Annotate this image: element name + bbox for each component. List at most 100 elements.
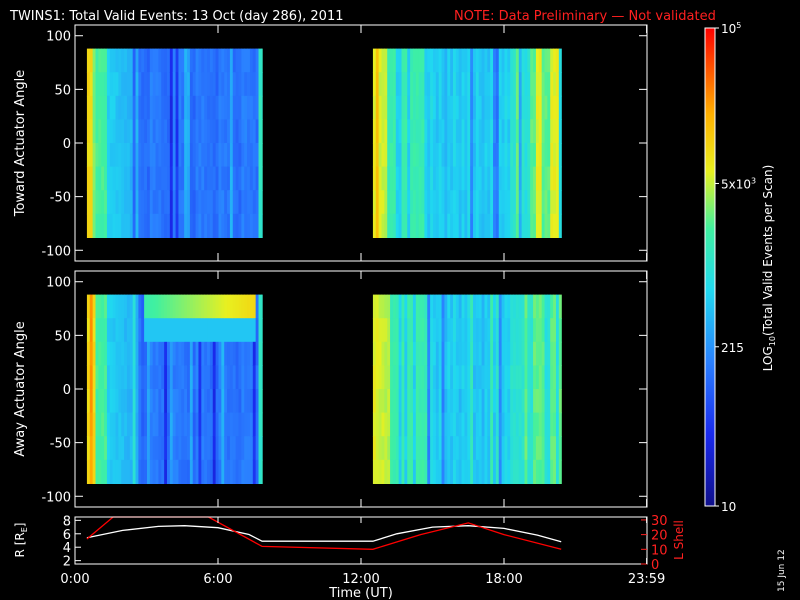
away-heat-cell [215, 412, 220, 437]
toward-heat-cell [415, 72, 420, 97]
away-heat-cell [518, 365, 523, 390]
toward-heat-cell [421, 166, 425, 191]
toward-heat-cell [261, 143, 263, 168]
away-heat-cell [109, 459, 114, 484]
toward-heat-cell [378, 48, 383, 73]
away-heat-cell [547, 294, 551, 319]
toward-heat-cell [410, 119, 414, 144]
toward-heat-cell [401, 119, 405, 144]
away-heat-cell [392, 341, 397, 366]
toward-heat-cell [447, 48, 451, 73]
toward-heat-cell [155, 190, 160, 215]
toward-heat-cell [146, 72, 151, 97]
toward-heat-cell [115, 213, 119, 238]
toward-heat-cell [504, 190, 508, 215]
toward-heat-cell [527, 190, 531, 215]
toward-heat-cell [121, 119, 125, 144]
toward-heat-cell [430, 213, 434, 238]
away-heat-cell [412, 412, 417, 437]
toward-heat-cell [181, 143, 185, 168]
away-heat-cell [527, 341, 531, 366]
toward-heat-cell [470, 95, 474, 120]
away-heat-cell [521, 294, 526, 319]
toward-heat-cell [444, 119, 448, 144]
toward-heat-cell [204, 166, 208, 191]
away-heat-cell [404, 341, 408, 366]
away-heat-cell [390, 459, 394, 484]
away-heat-cell [470, 318, 474, 343]
toward-heat-cell [381, 143, 385, 168]
toward-heat-cell [541, 72, 546, 97]
away-heat-cell [555, 341, 560, 366]
away-heat-cell [249, 459, 254, 484]
away-heat-cell [538, 341, 543, 366]
toward-heat-cell [418, 95, 423, 120]
toward-heat-cell [255, 48, 260, 73]
away-heat-cell [155, 412, 160, 437]
toward-heat-cell [401, 72, 405, 97]
toward-heat-cell [435, 143, 440, 168]
away-heat-cell [224, 341, 228, 366]
toward-heat-cell [490, 72, 494, 97]
away-heat-cell [152, 459, 157, 484]
away-heat-cell [98, 436, 102, 461]
away-heat-cell [106, 294, 111, 319]
away-heat-cell [461, 365, 466, 390]
away-heat-cell [155, 341, 160, 366]
toward-heat-cell [447, 166, 451, 191]
away-heat-cell [473, 318, 477, 343]
toward-heat-cell [390, 143, 394, 168]
away-heat-cell [241, 341, 245, 366]
away-heat-cell [212, 412, 217, 437]
toward-heat-cell [461, 190, 466, 215]
away-heat-cell [115, 294, 119, 319]
away-heat-cell [513, 389, 517, 414]
toward-heat-cell [101, 95, 105, 120]
away-heat-cell [152, 294, 157, 319]
away-heat-cell [455, 389, 460, 414]
away-heat-cell [172, 459, 177, 484]
away-heat-cell [167, 365, 171, 390]
away-heat-cell [558, 294, 562, 319]
away-heat-cell [195, 389, 200, 414]
toward-heat-cell [401, 213, 405, 238]
away-heat-cell [533, 412, 537, 437]
toward-heat-cell [461, 143, 466, 168]
toward-heat-cell [467, 119, 471, 144]
away-heat-cell [249, 365, 254, 390]
away-heat-cell [204, 341, 208, 366]
toward-heat-cell [109, 143, 114, 168]
away-heat-cell [255, 341, 260, 366]
toward-heat-cell [418, 190, 423, 215]
away-heat-cell [95, 459, 99, 484]
toward-heat-cell [398, 72, 403, 97]
away-heat-cell [215, 318, 220, 343]
toward-heat-cell [238, 166, 242, 191]
away-heat-cell [473, 294, 477, 319]
away-heat-cell [401, 318, 405, 343]
toward-heat-cell [507, 95, 511, 120]
away-heat-cell [412, 436, 417, 461]
toward-heat-cell [521, 72, 526, 97]
toward-heat-cell [109, 213, 114, 238]
away-heat-cell [175, 389, 180, 414]
toward-heat-cell [132, 72, 137, 97]
away-heat-cell [212, 365, 217, 390]
away-heat-cell [169, 318, 174, 343]
away-heat-cell [258, 389, 262, 414]
away-heat-cell [241, 365, 245, 390]
away-heat-cell [375, 459, 380, 484]
away-heat-cell [181, 318, 185, 343]
away-heat-cell [498, 318, 503, 343]
toward-heat-cell [229, 143, 234, 168]
toward-heat-cell [141, 143, 145, 168]
toward-heat-cell [384, 48, 388, 73]
away-ytick-label: 100 [46, 276, 71, 291]
away-heat-cell [146, 294, 151, 319]
away-heat-cell [106, 436, 111, 461]
toward-heat-cell [487, 190, 491, 215]
away-heat-cell [513, 294, 517, 319]
away-heat-cell [427, 389, 431, 414]
away-heat-cell [141, 389, 145, 414]
away-heat-cell [201, 294, 205, 319]
